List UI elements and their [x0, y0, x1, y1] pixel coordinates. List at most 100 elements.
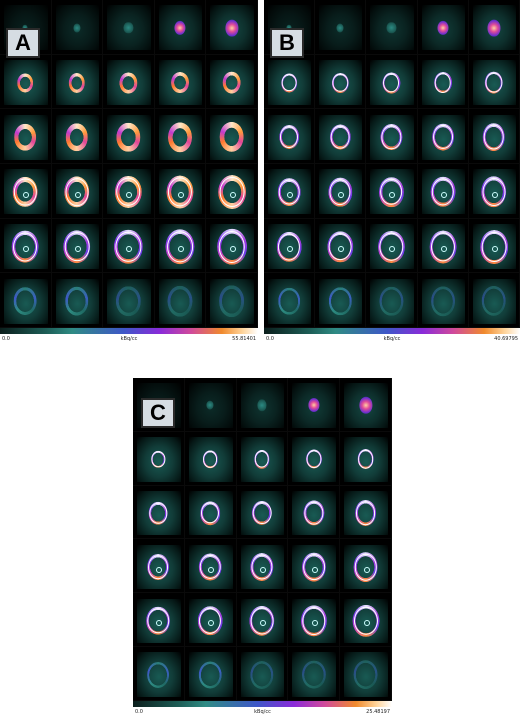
slice-thumbnail	[236, 593, 289, 648]
slice-thumbnail	[51, 164, 104, 219]
roi-contour	[481, 231, 507, 262]
slice-thumbnail	[236, 539, 289, 594]
slice-thumbnail	[340, 539, 392, 594]
lv-center-marker	[287, 191, 294, 198]
slice-thumbnail	[206, 273, 258, 328]
slice-thumbnail	[340, 647, 392, 701]
panel-c: 0.0 kBq/cc 25.48197 C	[133, 378, 392, 719]
roi-contour	[379, 232, 404, 261]
slice-thumbnail	[184, 378, 237, 432]
roi-contour	[353, 606, 378, 636]
roi-contour	[14, 178, 37, 206]
myocardium-ring	[73, 23, 81, 33]
roi-contour	[251, 554, 273, 580]
myocardium-ring	[116, 123, 141, 152]
slice-thumbnail	[315, 0, 367, 55]
slice-thumbnail	[0, 54, 52, 110]
lv-center-marker	[126, 246, 133, 253]
myocardium-ring	[487, 19, 501, 37]
roi-contour	[219, 176, 245, 207]
lv-center-marker	[178, 246, 185, 253]
slice-thumbnail	[315, 109, 367, 164]
myocardium-ring	[22, 24, 28, 32]
slice-thumbnail	[366, 218, 418, 274]
lv-center-marker	[126, 191, 133, 198]
myocardium-ring	[379, 287, 404, 316]
panel-a: 0.0 kBq/cc 55.81401 A	[0, 0, 258, 346]
myocardium-ring	[68, 72, 86, 93]
lv-center-marker	[74, 246, 81, 253]
slice-thumbnail	[366, 273, 418, 328]
colorbar-min-label: 0.0	[2, 336, 10, 342]
slice-thumbnail	[468, 164, 520, 219]
roi-contour	[218, 230, 245, 263]
myocardium-ring	[219, 122, 245, 153]
roi-contour	[151, 451, 166, 468]
lv-center-marker	[389, 191, 396, 198]
lv-center-marker	[491, 246, 498, 253]
lv-center-marker	[363, 566, 370, 573]
slice-thumbnail	[468, 0, 520, 55]
slice-thumbnail	[0, 109, 52, 164]
slice-thumbnail	[417, 273, 469, 328]
roi-contour	[147, 608, 170, 634]
myocardium-ring	[278, 287, 300, 315]
slice-thumbnail	[133, 485, 185, 540]
roi-contour	[432, 125, 453, 150]
slice-thumbnail	[51, 273, 104, 328]
lv-center-marker	[229, 246, 236, 253]
lv-center-marker	[287, 246, 294, 253]
myocardium-ring	[171, 71, 190, 94]
slice-thumbnail	[51, 109, 104, 164]
slice-thumbnail	[154, 164, 207, 219]
myocardium-ring	[167, 285, 193, 317]
panel-label-c: C	[141, 398, 175, 428]
slice-thumbnail	[468, 54, 520, 110]
slice-thumbnail	[154, 0, 207, 55]
slice-thumbnail	[184, 431, 237, 486]
lv-center-marker	[440, 191, 447, 198]
slice-grid-a	[0, 0, 258, 328]
slice-thumbnail	[206, 218, 258, 274]
roi-contour	[280, 126, 299, 149]
roi-contour	[201, 502, 220, 524]
slice-thumbnail	[288, 378, 341, 432]
roi-contour	[381, 125, 402, 149]
myocardium-ring	[147, 661, 170, 688]
slice-thumbnail	[103, 273, 155, 328]
slice-thumbnail	[340, 485, 392, 540]
lv-center-marker	[259, 566, 266, 573]
myocardium-ring	[301, 660, 326, 690]
lv-center-marker	[259, 620, 266, 627]
myocardium-ring	[353, 659, 379, 690]
slice-thumbnail	[417, 218, 469, 274]
slice-thumbnail	[103, 164, 155, 219]
roi-contour	[254, 450, 270, 468]
slice-thumbnail	[264, 218, 316, 274]
slice-thumbnail	[51, 54, 104, 110]
roi-contour	[328, 232, 352, 261]
roi-contour	[306, 450, 322, 469]
myocardium-ring	[65, 286, 89, 316]
slice-thumbnail	[236, 378, 289, 432]
colorbar-c: 0.0 kBq/cc 25.48197	[133, 701, 392, 719]
slice-thumbnail	[51, 0, 104, 55]
slice-thumbnail	[184, 485, 237, 540]
colorbar-unit-label: kBq/cc	[383, 336, 401, 342]
myocardium-ring	[386, 22, 396, 34]
myocardium-ring	[174, 20, 186, 35]
myocardium-ring	[481, 286, 507, 317]
lv-center-marker	[208, 620, 215, 627]
lv-center-marker	[440, 246, 447, 253]
colorbar-max-label: 55.81401	[232, 336, 256, 342]
slice-thumbnail	[288, 485, 341, 540]
colorbar-b: 0.0 kBq/cc 40.69795	[264, 328, 520, 346]
colorbar-unit-label: kBq/cc	[120, 336, 138, 342]
roi-contour	[482, 177, 506, 206]
myocardium-ring	[218, 285, 245, 317]
slice-thumbnail	[0, 273, 52, 328]
slice-thumbnail	[133, 593, 185, 648]
myocardium-ring	[14, 123, 37, 151]
lv-center-marker	[311, 566, 318, 573]
slice-thumbnail	[154, 54, 207, 110]
